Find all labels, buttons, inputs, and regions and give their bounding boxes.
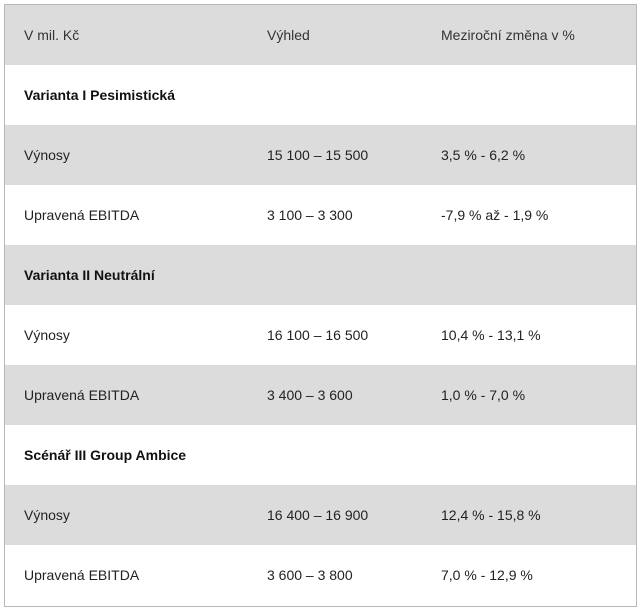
row-label: Upravená EBITDA: [24, 207, 140, 223]
row-label: Výnosy: [24, 147, 70, 163]
table-row: Výnosy 15 100 – 15 500 3,5 % - 6,2 %: [5, 125, 636, 185]
table-header-row: V mil. Kč Výhled Meziroční změna v %: [5, 5, 636, 65]
row-outlook: 15 100 – 15 500: [267, 147, 369, 163]
outlook-table: V mil. Kč Výhled Meziroční změna v % Var…: [4, 4, 637, 607]
section-title: Varianta I Pesimistická: [24, 87, 175, 103]
section-row: Varianta I Pesimistická: [5, 65, 636, 125]
table-row: Výnosy 16 400 – 16 900 12,4 % - 15,8 %: [5, 485, 636, 545]
section-title: Varianta II Neutrální: [24, 267, 155, 283]
row-change: 12,4 % - 15,8 %: [441, 507, 541, 523]
section-row: Varianta II Neutrální: [5, 245, 636, 305]
table-row: Upravená EBITDA 3 100 – 3 300 -7,9 % až …: [5, 185, 636, 245]
row-change: 1,0 % - 7,0 %: [441, 387, 526, 403]
row-label: Upravená EBITDA: [24, 387, 140, 403]
header-outlook: Výhled: [267, 27, 310, 43]
row-change: -7,9 % až - 1,9 %: [441, 207, 549, 223]
section-row: Scénář III Group Ambice: [5, 425, 636, 485]
table-row: Upravená EBITDA 3 600 – 3 800 7,0 % - 12…: [5, 545, 636, 605]
row-label: Výnosy: [24, 327, 70, 343]
row-change: 7,0 % - 12,9 %: [441, 567, 533, 583]
row-outlook: 16 400 – 16 900: [267, 507, 369, 523]
table-row: Výnosy 16 100 – 16 500 10,4 % - 13,1 %: [5, 305, 636, 365]
table-row: Upravená EBITDA 3 400 – 3 600 1,0 % - 7,…: [5, 365, 636, 425]
section-title: Scénář III Group Ambice: [24, 447, 187, 463]
row-label: Upravená EBITDA: [24, 567, 140, 583]
row-outlook: 3 400 – 3 600: [267, 387, 353, 403]
header-unit: V mil. Kč: [24, 27, 80, 43]
row-outlook: 3 600 – 3 800: [267, 567, 353, 583]
row-change: 3,5 % - 6,2 %: [441, 147, 526, 163]
row-outlook: 3 100 – 3 300: [267, 207, 353, 223]
row-outlook: 16 100 – 16 500: [267, 327, 369, 343]
row-label: Výnosy: [24, 507, 70, 523]
row-change: 10,4 % - 13,1 %: [441, 327, 541, 343]
header-change: Meziroční změna v %: [441, 27, 575, 43]
